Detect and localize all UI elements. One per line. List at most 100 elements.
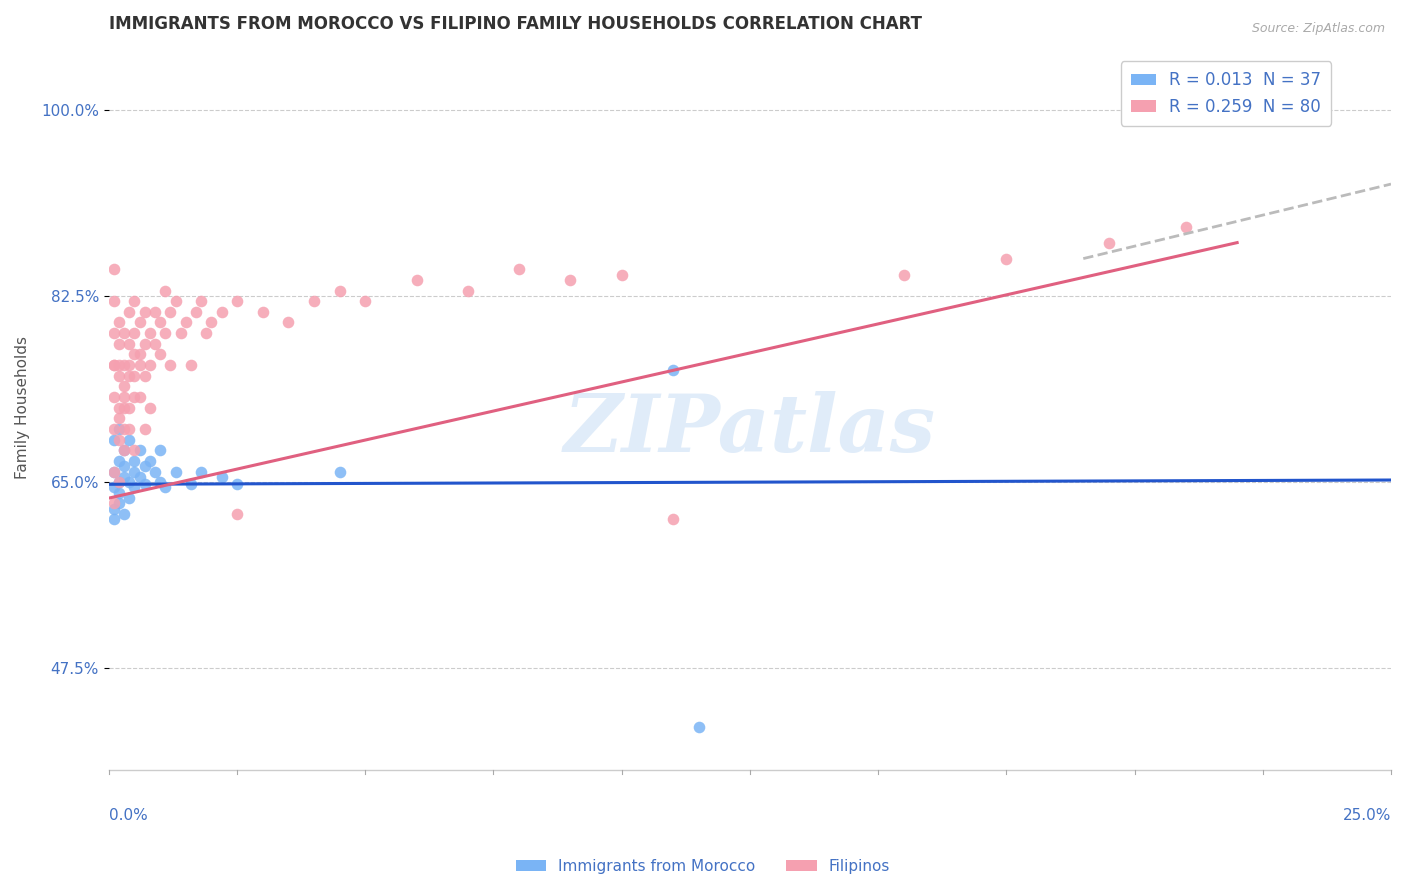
Point xyxy=(103,433,125,447)
Point xyxy=(128,443,150,458)
Point xyxy=(118,368,141,383)
Point xyxy=(118,305,141,319)
Point xyxy=(103,422,125,436)
Text: 0.0%: 0.0% xyxy=(108,808,148,823)
Point xyxy=(108,496,131,510)
Point xyxy=(143,305,166,319)
Point xyxy=(103,326,125,340)
Point xyxy=(124,454,146,468)
Point xyxy=(155,480,177,494)
Point xyxy=(252,305,274,319)
Point xyxy=(124,347,146,361)
Point xyxy=(112,470,135,484)
Point xyxy=(124,390,146,404)
Point xyxy=(112,422,135,436)
Point xyxy=(190,294,212,309)
Point xyxy=(103,358,125,372)
Point xyxy=(405,273,427,287)
Point xyxy=(149,347,172,361)
Point xyxy=(118,422,141,436)
Point xyxy=(893,268,915,282)
Point xyxy=(174,316,197,330)
Text: ZIPatlas: ZIPatlas xyxy=(564,391,936,468)
Point xyxy=(159,358,181,372)
Point xyxy=(112,443,135,458)
Y-axis label: Family Households: Family Households xyxy=(15,336,30,479)
Point xyxy=(329,284,352,298)
Point xyxy=(118,475,141,490)
Point xyxy=(108,368,131,383)
Point xyxy=(124,294,146,309)
Point xyxy=(103,294,125,309)
Point xyxy=(134,305,156,319)
Point xyxy=(226,507,249,521)
Point xyxy=(108,433,131,447)
Point xyxy=(112,507,135,521)
Point xyxy=(149,475,172,490)
Point xyxy=(108,336,131,351)
Point xyxy=(128,358,150,372)
Point xyxy=(112,358,135,372)
Point xyxy=(103,390,125,404)
Point xyxy=(277,316,299,330)
Point xyxy=(211,470,233,484)
Point xyxy=(112,390,135,404)
Point xyxy=(302,294,325,309)
Point xyxy=(103,512,125,526)
Point xyxy=(134,422,156,436)
Point xyxy=(103,465,125,479)
Point xyxy=(995,252,1018,266)
Point xyxy=(112,326,135,340)
Point xyxy=(180,358,202,372)
Legend: R = 0.013  N = 37, R = 0.259  N = 80: R = 0.013 N = 37, R = 0.259 N = 80 xyxy=(1121,62,1331,126)
Point xyxy=(103,465,125,479)
Point xyxy=(184,305,207,319)
Text: 25.0%: 25.0% xyxy=(1343,808,1391,823)
Point xyxy=(112,443,135,458)
Point xyxy=(124,465,146,479)
Point xyxy=(226,294,249,309)
Point xyxy=(149,443,172,458)
Point xyxy=(108,422,131,436)
Point xyxy=(165,294,187,309)
Point xyxy=(118,336,141,351)
Point xyxy=(134,336,156,351)
Point xyxy=(103,262,125,277)
Point xyxy=(662,363,685,377)
Point xyxy=(124,368,146,383)
Point xyxy=(118,401,141,415)
Point xyxy=(124,480,146,494)
Point xyxy=(108,475,131,490)
Point xyxy=(139,401,162,415)
Point xyxy=(103,358,125,372)
Point xyxy=(124,443,146,458)
Point xyxy=(128,390,150,404)
Point xyxy=(143,465,166,479)
Point xyxy=(128,316,150,330)
Point xyxy=(169,326,191,340)
Point xyxy=(108,454,131,468)
Point xyxy=(165,465,187,479)
Point xyxy=(103,501,125,516)
Point xyxy=(1098,235,1121,250)
Point xyxy=(226,477,249,491)
Point xyxy=(139,454,162,468)
Point xyxy=(143,336,166,351)
Point xyxy=(128,347,150,361)
Point xyxy=(108,401,131,415)
Point xyxy=(118,491,141,505)
Point xyxy=(139,326,162,340)
Point xyxy=(190,465,212,479)
Point xyxy=(159,305,181,319)
Legend: Immigrants from Morocco, Filipinos: Immigrants from Morocco, Filipinos xyxy=(509,853,897,880)
Point xyxy=(1174,219,1197,234)
Point xyxy=(155,284,177,298)
Point xyxy=(118,433,141,447)
Point xyxy=(200,316,222,330)
Point xyxy=(195,326,218,340)
Point xyxy=(329,465,352,479)
Point xyxy=(112,459,135,474)
Point xyxy=(508,262,530,277)
Point xyxy=(134,477,156,491)
Point xyxy=(108,411,131,425)
